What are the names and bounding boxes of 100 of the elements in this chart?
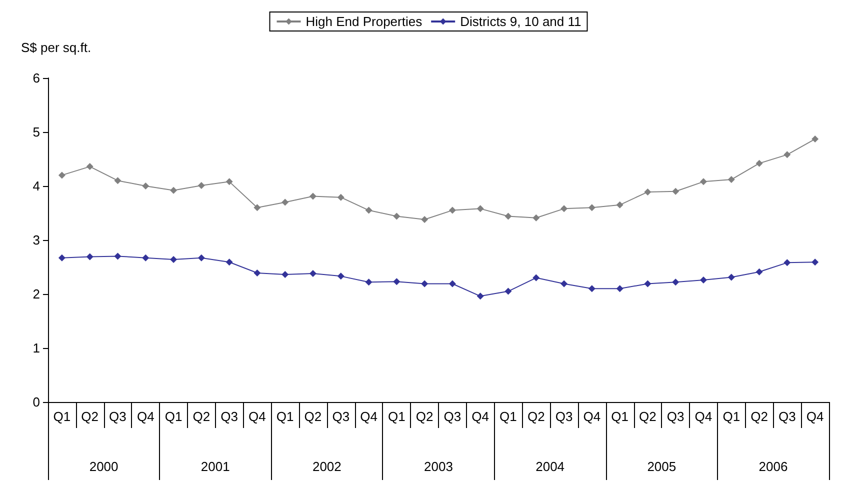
legend-label: High End Properties <box>306 14 423 29</box>
x-tick-label: Q2 <box>192 409 210 424</box>
point <box>644 188 652 196</box>
point <box>476 205 484 212</box>
point <box>421 216 428 223</box>
point <box>58 254 66 262</box>
point <box>784 259 791 266</box>
y-tick-label: 5 <box>32 124 40 140</box>
x-tick-label: Q1 <box>611 409 628 424</box>
point <box>170 256 178 263</box>
point <box>86 163 94 170</box>
x-tick-label: Q4 <box>694 409 712 424</box>
y-axis-title: S$ per sq.ft. <box>21 40 92 55</box>
point <box>114 252 122 260</box>
point <box>812 258 819 266</box>
point <box>532 214 540 222</box>
x-tick-label: Q4 <box>806 409 824 424</box>
point <box>393 278 400 286</box>
y-tick-label: 6 <box>32 70 40 86</box>
point <box>142 254 150 262</box>
x-tick-label: Q1 <box>53 409 71 424</box>
point <box>560 280 568 288</box>
x-tick-label: Q2 <box>304 409 322 424</box>
point <box>504 288 512 295</box>
x-tick-label: Q3 <box>109 409 126 424</box>
y-tick-label: 0 <box>32 394 40 410</box>
text: 2000 <box>89 459 118 474</box>
point <box>337 272 344 280</box>
point <box>616 285 624 292</box>
x-tick-label: Q2 <box>527 409 545 424</box>
x-tick-label: Q4 <box>360 409 378 424</box>
y-tick-label: 4 <box>32 178 40 194</box>
legend-label: Districts 9, 10 and 11 <box>460 14 582 29</box>
x-tick-label: Q2 <box>750 409 768 424</box>
x-tick-label: Q1 <box>164 409 182 424</box>
point <box>365 206 372 214</box>
point <box>282 271 289 278</box>
x-tick-label: Q1 <box>276 409 294 424</box>
x-tick-label: Q4 <box>583 409 601 424</box>
point <box>812 136 819 143</box>
point <box>728 274 735 281</box>
point <box>728 176 735 184</box>
point <box>170 186 178 194</box>
point <box>58 172 66 179</box>
point <box>700 276 707 284</box>
x-tick-label: Q2 <box>639 409 656 424</box>
point <box>476 292 484 300</box>
point <box>282 198 289 206</box>
x-tick-label: Q3 <box>778 409 796 424</box>
point <box>588 285 596 292</box>
point <box>254 204 261 212</box>
x-tick-label: Q3 <box>332 409 350 424</box>
x-tick-label: Q2 <box>416 409 434 424</box>
x-tick-label: Q3 <box>555 409 573 424</box>
point <box>254 269 261 276</box>
point <box>504 212 512 220</box>
point <box>560 205 568 212</box>
point <box>756 268 763 276</box>
x-tick-label: Q1 <box>388 409 406 424</box>
point <box>309 270 316 277</box>
y-tick-label: 2 <box>32 286 40 302</box>
y-tick-label: 3 <box>32 232 40 248</box>
point <box>198 182 205 189</box>
text: 2003 <box>424 459 453 474</box>
text: 2005 <box>647 459 676 474</box>
point <box>616 201 624 208</box>
point <box>421 280 428 288</box>
text: 2002 <box>312 459 342 474</box>
point <box>226 258 233 266</box>
y-tick-label: 1 <box>32 340 40 356</box>
x-tick-label: Q3 <box>666 409 684 424</box>
x-tick-label: Q3 <box>220 409 238 424</box>
point <box>365 278 372 286</box>
point <box>448 206 456 214</box>
point <box>337 194 344 201</box>
point <box>393 212 400 220</box>
point <box>114 177 122 184</box>
point <box>784 151 791 158</box>
text: 2006 <box>758 459 788 474</box>
point <box>142 182 150 190</box>
x-tick-label: Q2 <box>81 409 99 424</box>
point <box>86 253 94 260</box>
point <box>309 192 316 200</box>
point <box>756 160 763 167</box>
point <box>532 274 540 282</box>
x-tick-label: Q3 <box>444 409 462 424</box>
x-tick-label: Q1 <box>500 409 517 424</box>
x-tick-label: Q4 <box>136 409 154 424</box>
point <box>448 280 456 288</box>
point <box>226 178 233 186</box>
x-tick-label: Q4 <box>248 409 266 424</box>
point <box>672 188 680 195</box>
text: 2004 <box>536 459 565 474</box>
point <box>588 204 596 212</box>
point <box>198 254 205 262</box>
text: 2001 <box>200 459 230 474</box>
point <box>672 278 680 286</box>
x-tick-label: Q4 <box>472 409 490 424</box>
point <box>700 178 707 186</box>
point <box>644 280 652 288</box>
